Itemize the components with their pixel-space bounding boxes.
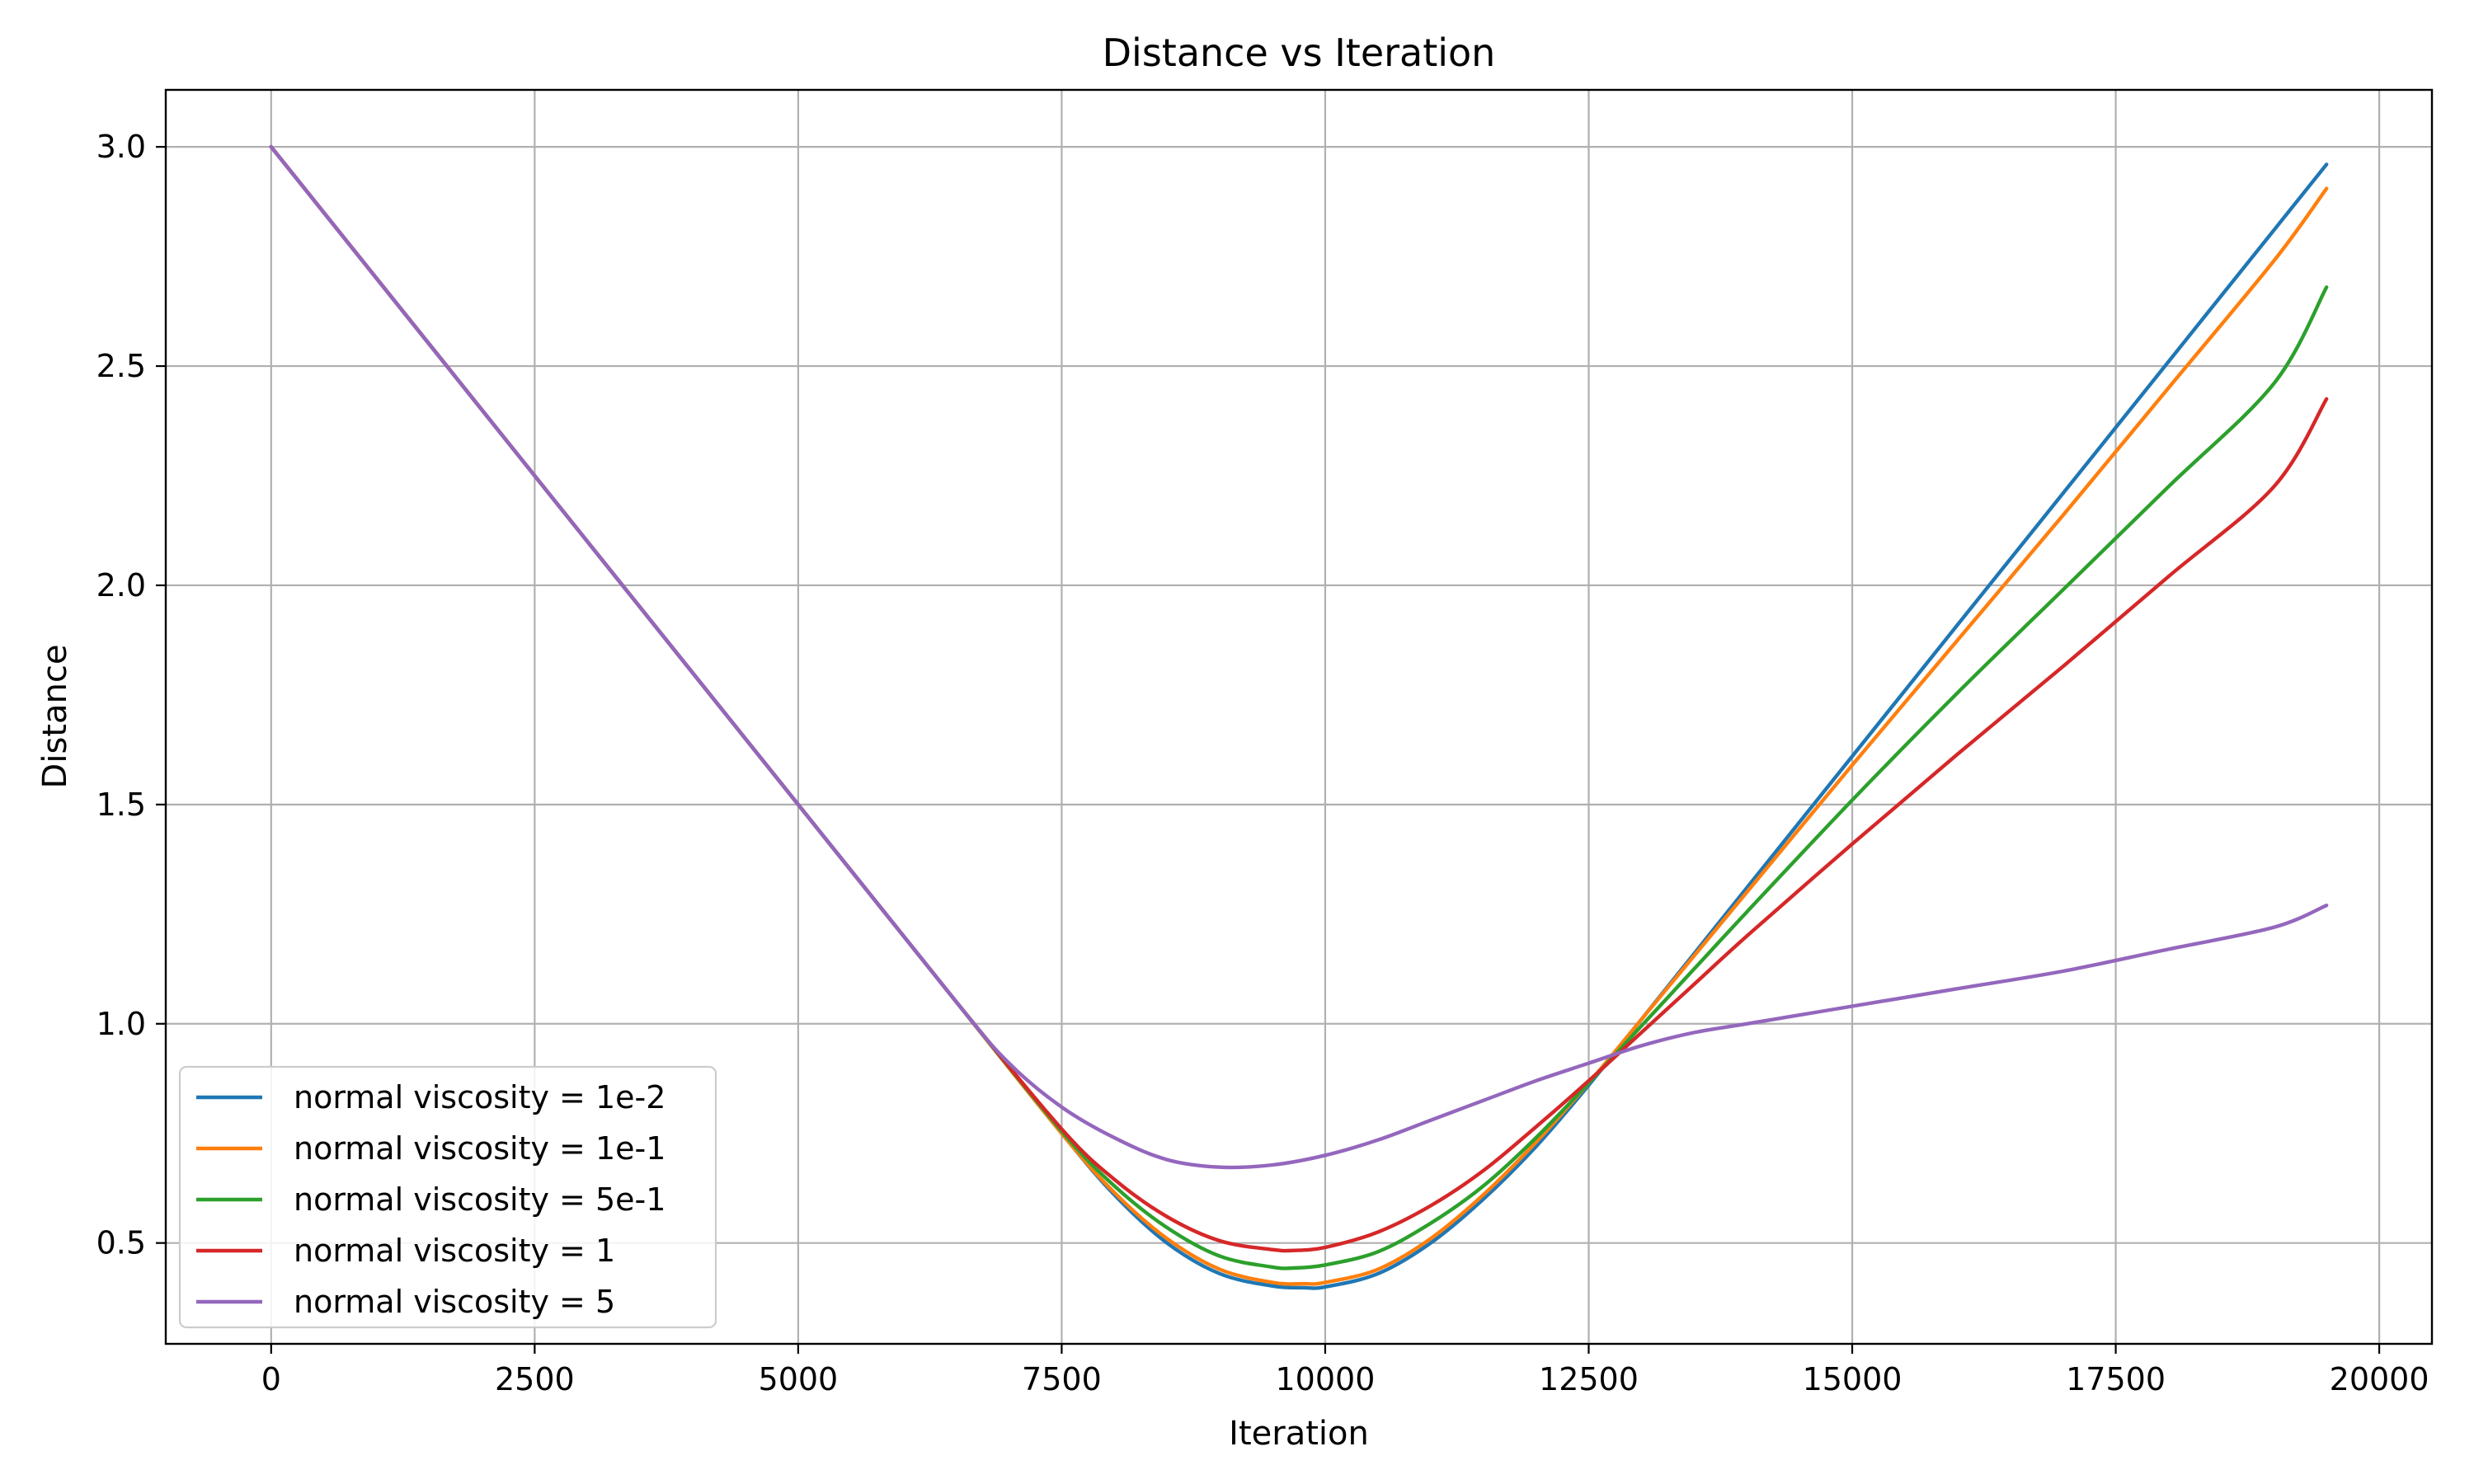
y-tick-label: 1.0 bbox=[96, 1006, 146, 1042]
y-tick-label: 3.0 bbox=[96, 129, 146, 165]
series-lines bbox=[269, 144, 2329, 1290]
legend: normal viscosity = 1e-2 normal viscosity … bbox=[178, 1065, 717, 1329]
chart-title: Distance vs Iteration bbox=[1103, 31, 1496, 75]
x-tick-label: 17500 bbox=[2066, 1361, 2166, 1397]
plot-frame bbox=[164, 88, 2434, 1345]
y-tick-label: 2.5 bbox=[96, 348, 146, 384]
x-tick-label: 2500 bbox=[495, 1361, 575, 1397]
legend-label-2: normal viscosity = 1e-1 bbox=[294, 1130, 666, 1167]
x-tick-label: 15000 bbox=[1803, 1361, 1903, 1397]
axis-ticks: 0 2500 5000 7500 10000 12500 15000 17500 20000 0.… bbox=[96, 129, 2429, 1397]
x-tick-label: 5000 bbox=[759, 1361, 839, 1397]
y-axis-label: Distance bbox=[36, 645, 74, 789]
y-tick-label: 1.5 bbox=[96, 787, 146, 823]
legend-label-5: normal viscosity = 5 bbox=[294, 1284, 615, 1320]
legend-label-3: normal viscosity = 5e-1 bbox=[294, 1181, 666, 1218]
x-tick-label: 12500 bbox=[1539, 1361, 1639, 1397]
legend-label-4: normal viscosity = 1 bbox=[294, 1233, 615, 1269]
y-tick-label: 0.5 bbox=[96, 1225, 146, 1261]
y-tick-label: 2.0 bbox=[96, 567, 146, 603]
x-tick-label: 20000 bbox=[2330, 1361, 2429, 1397]
legend-box bbox=[178, 1065, 717, 1329]
legend-label-1: normal viscosity = 1e-2 bbox=[294, 1079, 666, 1115]
series-line-5 bbox=[269, 144, 2329, 1170]
x-tick-label: 10000 bbox=[1276, 1361, 1376, 1397]
x-tick-label: 0 bbox=[261, 1361, 281, 1397]
grid-lines bbox=[166, 90, 2432, 1344]
x-tick-label: 7500 bbox=[1022, 1361, 1102, 1397]
x-axis-label: Iteration bbox=[1229, 1415, 1369, 1453]
